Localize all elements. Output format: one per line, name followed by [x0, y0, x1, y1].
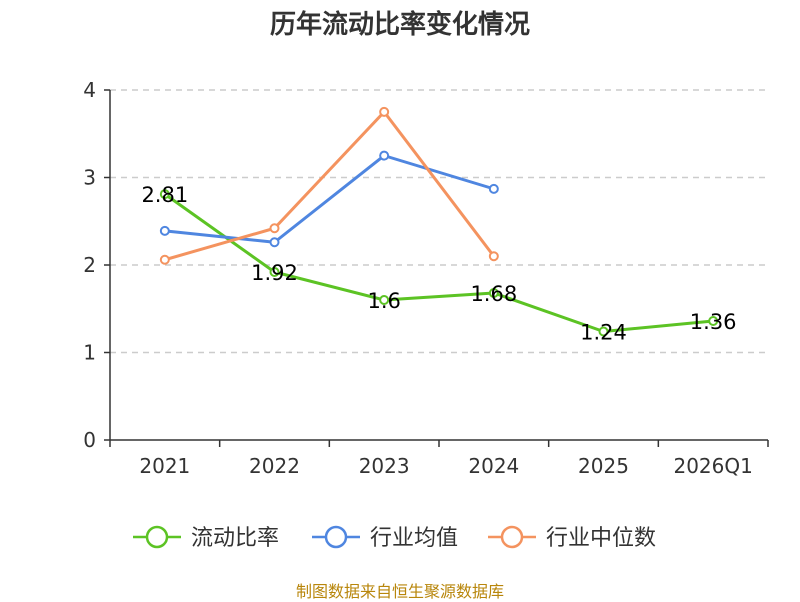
legend-label-0: 流动比率	[191, 526, 279, 551]
label-layer: 2.81 1.92 1.6 1.68 1.24 1.36	[141, 183, 736, 344]
series-line-0	[163, 192, 714, 333]
series-1-point-2	[379, 150, 390, 161]
x-tick-label-2021: 2021	[139, 454, 190, 478]
data-label-5: 1.36	[690, 310, 737, 334]
series-1-point-3	[488, 183, 499, 194]
y-tick-label-3: 3	[83, 166, 96, 190]
series-0-point-1	[269, 267, 280, 277]
series-0-point-3	[488, 288, 499, 298]
x-tick-label-2022: 2022	[249, 454, 300, 478]
series-line-2	[164, 110, 496, 262]
series-1-point-1	[269, 237, 280, 248]
y-tick-label-1: 1	[83, 341, 96, 365]
legend-marker-2	[500, 525, 524, 549]
series-line-1	[164, 154, 495, 244]
axis-layer: 0 1 2 3 4 2021 2022 2023 2024 2025 2026Q1	[83, 78, 769, 478]
y-tick-label-0: 0	[83, 428, 96, 452]
legend-label-1: 行业均值	[370, 526, 458, 551]
series-0-point-5	[708, 316, 719, 326]
legend-marker-1	[324, 525, 348, 549]
series-1-point-0	[159, 225, 170, 236]
series-2-point-3	[488, 251, 499, 262]
data-label-1: 1.92	[251, 261, 298, 285]
y-tick-label-2: 2	[83, 253, 96, 277]
series-0-point-4	[598, 326, 609, 337]
series-2-point-1	[269, 223, 280, 234]
series-2-point-0	[159, 254, 170, 265]
source-note: 制图数据来自恒生聚源数据库	[295, 582, 504, 601]
x-tick-label-2026q1: 2026Q1	[673, 454, 752, 478]
series-0-point-2	[379, 295, 390, 305]
x-tick-label-2025: 2025	[578, 454, 629, 478]
legend[interactable]: 流动比率 行业均值 行业中位数	[133, 525, 656, 551]
series-layer	[159, 106, 719, 337]
legend-marker-0	[145, 525, 169, 549]
series-2-point-2	[379, 106, 390, 117]
legend-label-2: 行业中位数	[546, 526, 656, 551]
grid-layer	[110, 89, 768, 354]
data-label-4: 1.24	[580, 321, 627, 345]
legend-item-1[interactable]: 行业均值	[312, 525, 458, 551]
y-tick-label-4: 4	[83, 78, 96, 102]
legend-item-0[interactable]: 流动比率	[133, 525, 279, 551]
legend-item-2[interactable]: 行业中位数	[488, 525, 656, 551]
chart-title: 历年流动比率变化情况	[269, 10, 530, 40]
series-0-point-0	[159, 189, 170, 200]
x-tick-label-2024: 2024	[468, 454, 519, 478]
x-tick-label-2023: 2023	[359, 454, 410, 478]
data-label-3: 1.68	[470, 282, 517, 306]
data-label-0: 2.81	[141, 183, 188, 207]
data-label-2: 1.6	[367, 289, 400, 313]
